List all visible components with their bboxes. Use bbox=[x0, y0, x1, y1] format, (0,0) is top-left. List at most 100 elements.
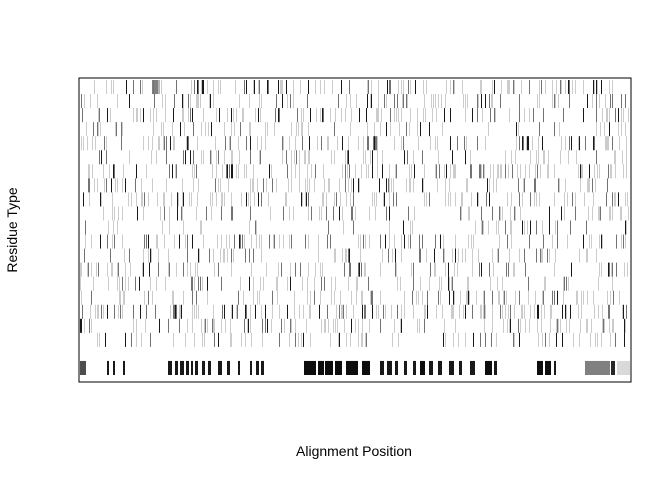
heatmap-cell bbox=[533, 108, 534, 123]
heatmap-cell bbox=[114, 304, 115, 319]
heatmap-cell bbox=[124, 248, 125, 263]
heatmap-cell bbox=[616, 234, 617, 249]
heatmap-cell bbox=[444, 164, 445, 179]
heatmap-cell bbox=[628, 206, 629, 221]
heatmap-cell bbox=[191, 360, 193, 375]
heatmap-cell bbox=[346, 332, 347, 347]
heatmap-cell bbox=[404, 234, 405, 249]
heatmap-cell bbox=[598, 206, 599, 221]
heatmap-cell bbox=[95, 304, 96, 319]
heatmap-cell bbox=[246, 164, 247, 179]
heatmap-cell bbox=[258, 80, 259, 95]
heatmap-cell bbox=[114, 164, 115, 179]
heatmap-cell bbox=[271, 164, 272, 179]
heatmap-cell bbox=[480, 304, 481, 319]
heatmap-cell bbox=[516, 136, 517, 151]
heatmap-cell bbox=[565, 80, 566, 95]
heatmap-cell bbox=[256, 220, 257, 235]
heatmap-cell bbox=[419, 248, 420, 263]
heatmap-cell bbox=[577, 290, 578, 305]
heatmap-cell bbox=[306, 192, 307, 207]
heatmap-cell bbox=[191, 80, 192, 95]
heatmap-cell bbox=[608, 136, 609, 151]
heatmap-cell bbox=[326, 206, 327, 221]
heatmap-cell bbox=[295, 318, 296, 333]
heatmap-cell bbox=[485, 360, 492, 375]
heatmap-cell bbox=[350, 122, 351, 137]
heatmap-cell bbox=[478, 94, 479, 109]
heatmap-cell bbox=[403, 136, 404, 151]
heatmap-cell bbox=[152, 178, 153, 193]
heatmap-cell bbox=[344, 262, 345, 277]
heatmap-cell bbox=[327, 304, 328, 319]
heatmap-cell bbox=[282, 80, 283, 95]
heatmap-cell bbox=[514, 304, 515, 319]
heatmap-cell bbox=[510, 206, 511, 221]
heatmap-cell bbox=[494, 360, 497, 375]
heatmap-cell bbox=[129, 150, 130, 165]
heatmap-cell bbox=[413, 178, 414, 193]
heatmap-cell bbox=[377, 136, 378, 151]
heatmap-cell bbox=[180, 304, 181, 319]
heatmap-cell bbox=[153, 122, 154, 137]
heatmap-cell bbox=[398, 80, 399, 95]
heatmap-cell bbox=[409, 164, 410, 179]
heatmap-cell bbox=[497, 276, 498, 291]
heatmap-cell bbox=[565, 136, 566, 151]
heatmap-cell bbox=[486, 192, 487, 207]
heatmap-cell bbox=[598, 276, 599, 291]
heatmap-cell bbox=[144, 192, 145, 207]
heatmap-cell bbox=[362, 332, 363, 347]
heatmap-cell bbox=[108, 220, 109, 235]
heatmap-cell bbox=[197, 262, 198, 277]
heatmap-cell bbox=[596, 122, 597, 137]
heatmap-cell bbox=[88, 178, 89, 193]
heatmap-cell bbox=[563, 290, 564, 305]
heatmap-cell bbox=[554, 164, 555, 179]
heatmap-cell bbox=[305, 192, 306, 207]
heatmap-cell bbox=[441, 94, 442, 109]
heatmap-cell bbox=[296, 122, 297, 137]
heatmap-cell bbox=[310, 304, 311, 319]
heatmap-cell bbox=[270, 206, 271, 221]
heatmap-cell bbox=[220, 248, 221, 263]
heatmap-cell bbox=[308, 150, 309, 165]
heatmap-cell bbox=[498, 164, 499, 179]
heatmap-cell bbox=[182, 108, 183, 123]
heatmap-cell bbox=[374, 192, 375, 207]
heatmap-cell bbox=[472, 248, 473, 263]
heatmap-cell bbox=[195, 262, 196, 277]
heatmap-cell bbox=[388, 248, 389, 263]
heatmap-cell bbox=[612, 276, 613, 291]
heatmap-cell bbox=[124, 290, 125, 305]
heatmap-cell bbox=[177, 192, 178, 207]
heatmap-cell bbox=[624, 318, 625, 333]
heatmap-cell bbox=[188, 94, 189, 109]
heatmap-cell bbox=[499, 290, 500, 305]
heatmap-cell bbox=[356, 290, 357, 305]
heatmap-cell bbox=[503, 290, 504, 305]
heatmap-cell bbox=[363, 136, 364, 151]
heatmap-cell bbox=[373, 136, 374, 151]
heatmap-cell bbox=[500, 206, 501, 221]
heatmap-cell bbox=[106, 150, 107, 165]
heatmap-cell bbox=[353, 304, 354, 319]
heatmap-cell bbox=[96, 262, 97, 277]
heatmap-cell bbox=[170, 136, 171, 151]
heatmap-cell bbox=[201, 220, 202, 235]
heatmap-cell bbox=[221, 192, 222, 207]
heatmap-cell bbox=[218, 150, 219, 165]
heatmap-cell bbox=[587, 318, 588, 333]
heatmap-cell bbox=[515, 290, 516, 305]
heatmap-cell bbox=[183, 220, 184, 235]
heatmap-cell bbox=[253, 80, 254, 95]
heatmap-cell bbox=[176, 262, 177, 277]
heatmap-cell bbox=[338, 332, 339, 347]
heatmap-cell bbox=[372, 304, 373, 319]
heatmap-cell bbox=[331, 150, 332, 165]
heatmap-cell bbox=[454, 262, 455, 277]
heatmap-cell bbox=[500, 164, 501, 179]
heatmap-cell bbox=[576, 290, 577, 305]
heatmap-cell bbox=[532, 136, 533, 151]
heatmap-cell bbox=[370, 290, 371, 305]
